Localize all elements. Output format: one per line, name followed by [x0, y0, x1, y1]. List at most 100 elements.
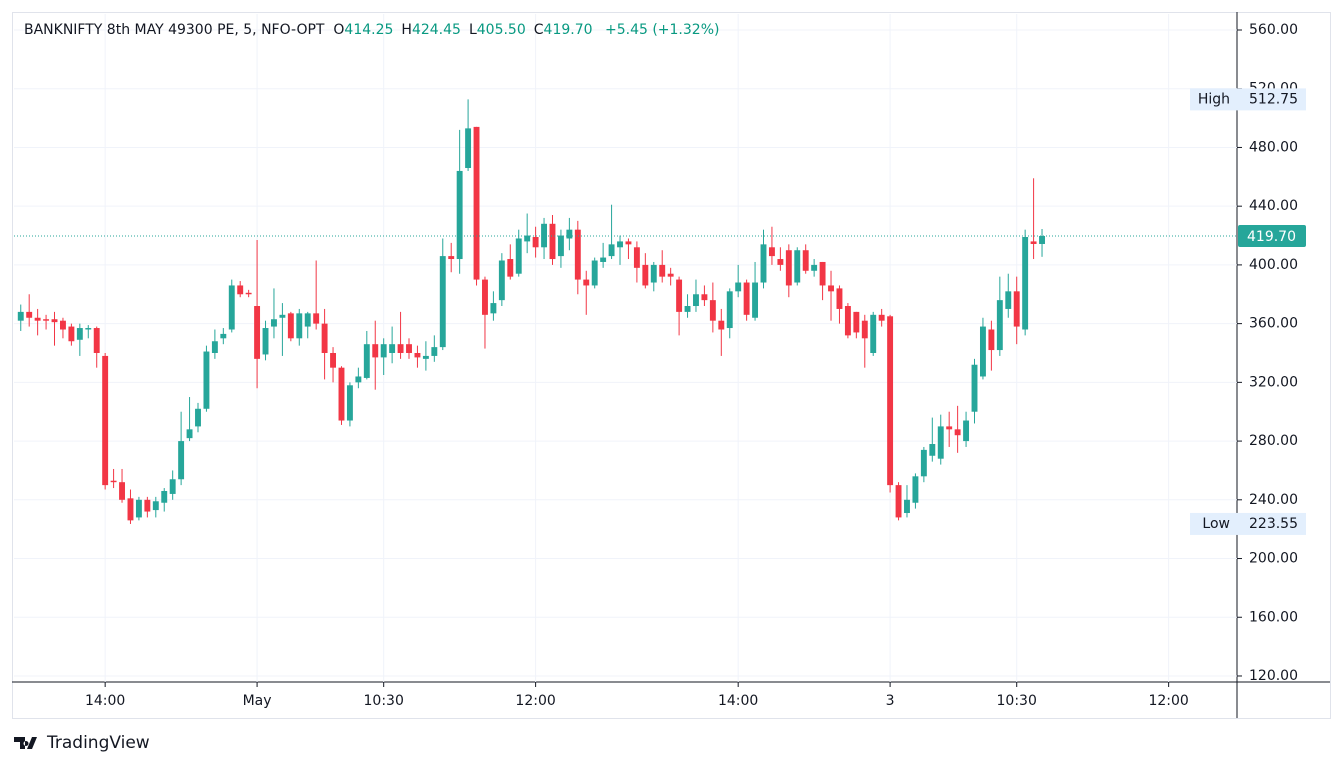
candle-body [633, 247, 640, 268]
candle-body [228, 285, 235, 330]
candle-body [152, 501, 159, 511]
candle-body [794, 250, 801, 283]
candle-body [709, 300, 716, 321]
candle-body [17, 311, 24, 321]
candle-body [524, 235, 531, 242]
y-tick-label: 160.00 [1249, 609, 1298, 625]
candle-body [220, 333, 227, 339]
ohlc-label: H [401, 22, 412, 38]
low-marker-label: 223.55 [1249, 516, 1298, 532]
candle-body [768, 247, 775, 257]
candle-body [406, 344, 412, 353]
candle-body [650, 264, 657, 283]
candle-body [211, 341, 218, 353]
ohlc-label: L [468, 22, 477, 38]
candle-body [34, 317, 41, 321]
low-marker-box [1190, 512, 1306, 535]
candle-body [937, 426, 944, 459]
candle-body [752, 282, 759, 318]
y-tick-label: 440.00 [1249, 198, 1298, 214]
branding: TradingView [14, 733, 150, 753]
candle-body [127, 498, 134, 521]
candle-body [549, 223, 556, 260]
candle-body [904, 499, 910, 514]
candle-body [456, 170, 463, 260]
candle-body [330, 352, 336, 368]
candle-body [76, 328, 83, 340]
candle-body [169, 479, 176, 494]
candle-body [414, 352, 421, 358]
candle-body [490, 303, 497, 314]
candle-body [102, 355, 109, 486]
candle-body [625, 241, 632, 245]
candle-body [287, 313, 294, 339]
y-tick-label: 120.00 [1249, 668, 1298, 684]
x-tick-label: 12:00 [1148, 693, 1188, 709]
logo [14, 737, 37, 749]
candle-body [954, 429, 961, 436]
candle-body [397, 344, 404, 353]
candle-body [861, 320, 868, 339]
symbol-title: BANKNIFTY 8th MAY 49300 PE, 5, NFO-OPT [24, 22, 325, 38]
candle-body [979, 326, 986, 377]
candle-body [574, 229, 581, 280]
candle-body [59, 320, 66, 330]
candle-body [743, 282, 750, 315]
candle-body [912, 476, 919, 503]
candle-body [963, 420, 970, 442]
candle-body [1039, 235, 1045, 244]
candle-body [439, 256, 446, 348]
candle-body [844, 306, 851, 336]
candle-body [819, 261, 826, 286]
candle-body [380, 344, 387, 358]
candle-body [676, 279, 683, 312]
brand-text: TradingView [47, 733, 150, 753]
x-tick-label: 14:00 [718, 693, 758, 709]
candle-body [51, 319, 58, 323]
candle-body [465, 128, 472, 169]
candle-body [583, 279, 590, 286]
candle-body [296, 313, 303, 339]
ohlc-value: 414.25 [344, 22, 394, 38]
candle-body [448, 256, 455, 260]
axis-labels: 120.00 160.00 200.00 240.00 280.00 320.00 360.… [14, 22, 1306, 709]
candle-body [600, 257, 607, 262]
candle-body [617, 241, 623, 248]
candle-body [237, 285, 244, 295]
ohlc-values: O414.25 H424.45 L405.50 C419.70 [333, 22, 600, 38]
candle-body [195, 408, 201, 427]
y-tick-label: 320.00 [1249, 374, 1298, 390]
candle-body [929, 444, 936, 456]
candle-body [946, 426, 953, 430]
candle-body [161, 490, 168, 503]
x-tick-label: 10:30 [364, 693, 404, 709]
candle-body [541, 223, 548, 248]
candle-body [785, 250, 792, 286]
candle-body [498, 260, 505, 301]
x-tick-label: 14:00 [85, 693, 125, 709]
candle-body [887, 316, 894, 486]
last-price-box [1238, 224, 1306, 247]
candle-body [718, 320, 725, 330]
candle-body [920, 449, 927, 477]
candle-body [836, 288, 843, 309]
y-tick-label: 560.00 [1249, 22, 1298, 38]
ohlc-value: 419.70 [543, 22, 593, 38]
candle-body [203, 351, 210, 409]
ohlc-label: C [533, 22, 544, 38]
y-tick-label: 360.00 [1249, 316, 1298, 332]
candle-body [735, 282, 742, 292]
candle-body [262, 328, 269, 355]
candle-body [372, 344, 379, 358]
ohlc-label: O [333, 22, 345, 38]
candle-body [870, 314, 877, 353]
candle-body [828, 285, 834, 292]
candle-body [667, 273, 674, 277]
candle-body [878, 314, 885, 321]
candle-body [996, 300, 1003, 351]
candle-body [26, 311, 33, 318]
candle-body [346, 385, 353, 421]
high-marker-text: High [1198, 91, 1230, 107]
x-tick-label: 12:00 [515, 693, 555, 709]
x-tick-label: 3 [886, 693, 895, 709]
